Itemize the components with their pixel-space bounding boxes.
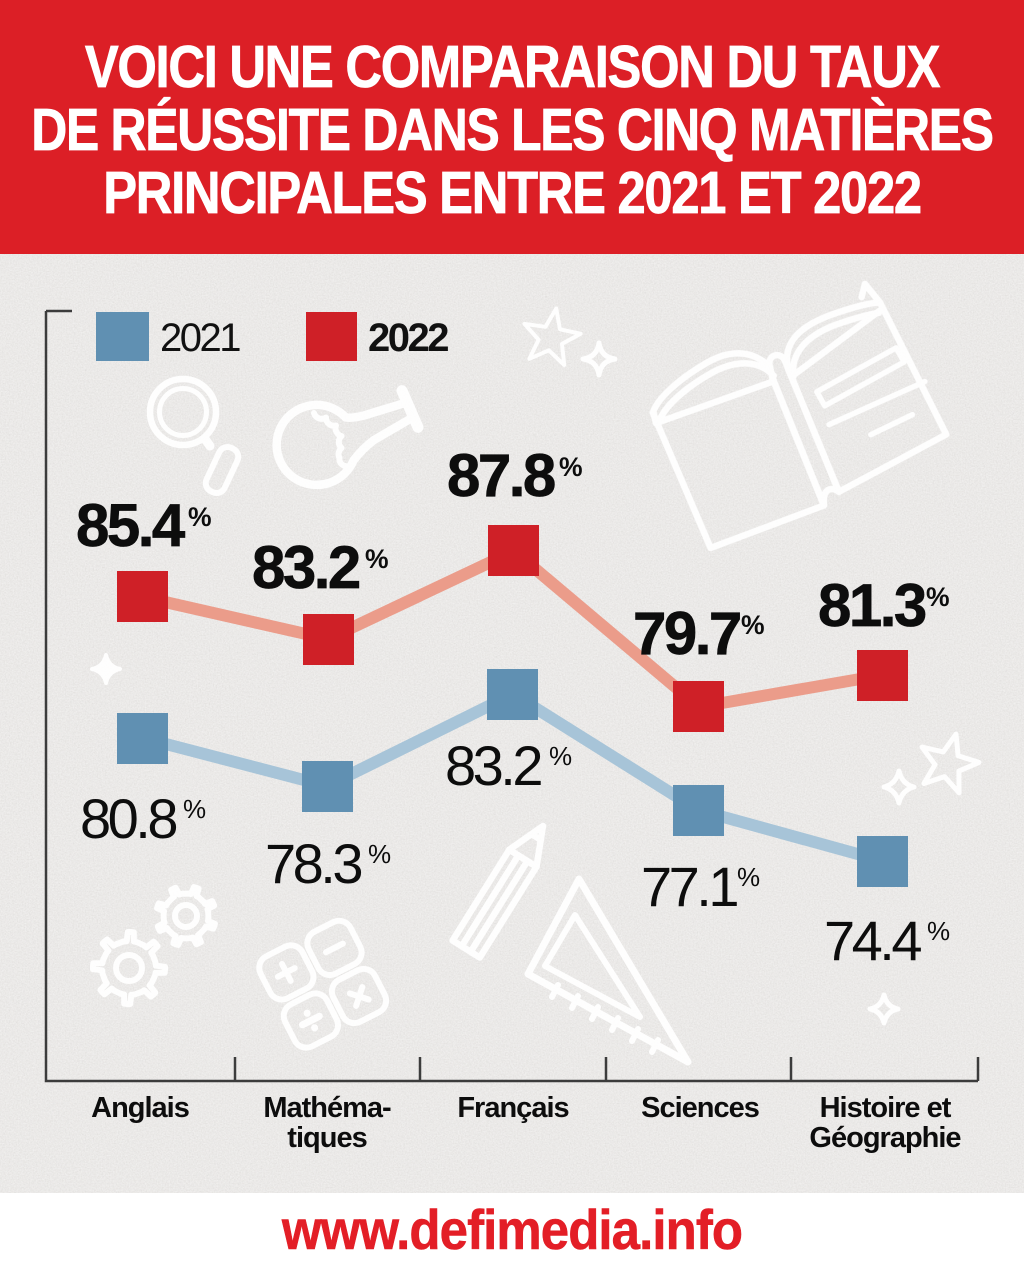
svg-text:%: % [926,582,950,612]
svg-text:%: % [927,916,950,946]
svg-text:%: % [365,544,389,574]
svg-text:Anglais: Anglais [91,1092,189,1124]
svg-text:74.4: 74.4 [824,909,921,972]
svg-text:87.8: 87.8 [447,442,555,509]
svg-text:%: % [741,610,765,640]
svg-text:2022: 2022 [368,316,448,360]
svg-text:81.3: 81.3 [818,572,926,639]
svg-text:78.3: 78.3 [265,832,361,895]
svg-text:85.4: 85.4 [76,492,186,559]
svg-text:%: % [549,741,572,771]
svg-text:%: % [368,839,391,869]
svg-text:83.2: 83.2 [445,734,541,797]
svg-text:Géographie: Géographie [809,1122,961,1154]
svg-text:Histoire et: Histoire et [820,1092,952,1124]
svg-text:Mathéma-: Mathéma- [263,1092,391,1124]
svg-text:%: % [188,502,212,532]
svg-text:%: % [737,862,760,892]
svg-text:%: % [183,794,206,824]
svg-text:77.1: 77.1 [641,855,737,918]
svg-text:2021: 2021 [160,316,240,360]
svg-text:Sciences: Sciences [641,1092,759,1124]
svg-text:tiques: tiques [287,1122,366,1154]
svg-text:80.8: 80.8 [80,787,176,850]
svg-text:83.2: 83.2 [252,534,359,601]
svg-text:79.7: 79.7 [633,600,740,667]
svg-text:Français: Français [457,1092,568,1124]
svg-text:%: % [559,452,583,482]
